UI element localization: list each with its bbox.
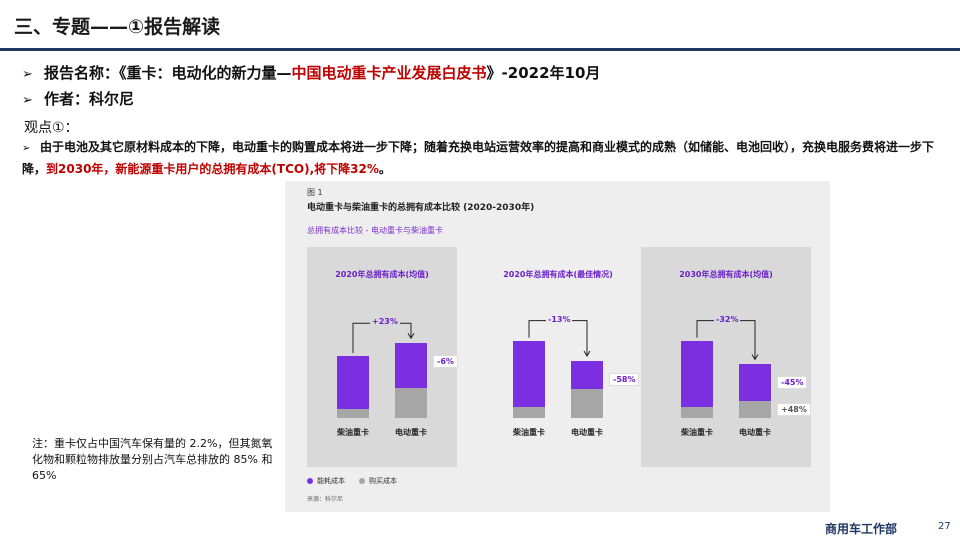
chart-panel-1: 2020年总拥有成本(均值) 柴油重卡 电动重卡 +23% -6% [307,247,458,467]
tco-figure: 图 1 电动重卡与柴油重卡的总拥有成本比较 (2020-2030年) 总拥有成本… [285,181,830,512]
side-change-badge: +48% [777,403,811,416]
bar-purchase-柴油重卡 [513,406,545,418]
slide-title: 三、专题——①报告解读 [14,16,221,38]
legend-dot-icon [307,478,313,484]
bullet-arrow-icon: ➢ [22,93,33,108]
legend-dot-icon [359,478,365,484]
x-tick-label: 柴油重卡 [337,428,369,437]
legend-label: 购买成本 [369,477,397,485]
panel-title: 2020年总拥有成本(最佳情况) [503,270,613,279]
chart-legend: 能耗成本 购买成本 [307,476,397,486]
figure-title: 电动重卡与柴油重卡的总拥有成本比较 (2020-2030年) [307,203,535,213]
bar-purchase-柴油重卡 [681,406,713,418]
author-name: 科尔尼 [89,90,135,108]
viewpoint-highlight: 到2030年，新能源重卡用户的总拥有成本(TCO),将下降32% [46,162,379,176]
bar-purchase-电动重卡 [395,388,427,418]
page-number: 27 [938,521,951,532]
legend-label: 能耗成本 [317,477,345,485]
panel-title: 2030年总拥有成本(均值) [679,270,773,279]
bar-energy-柴油重卡 [681,340,713,407]
change-arrow-line [696,320,756,359]
bar-energy-电动重卡 [739,364,771,401]
footnote: 注：重卡仅占中国汽车保有量的 2.2%，但其氮氧化物和颗粒物排放量分别占汽车总排… [32,437,273,482]
chart-panel-2: 2020年总拥有成本(最佳情况) 柴油重卡 电动重卡 -13% -58% [483,247,640,467]
footer-brand: 商用车工作部 [825,522,898,536]
panel-title: 2020年总拥有成本(均值) [335,270,429,279]
chart-panel-3: 2030年总拥有成本(均值) 柴油重卡 电动重卡 -32% -45% +48% [641,247,811,467]
x-tick-label: 电动重卡 [739,428,771,437]
change-arrow-icon [696,320,759,361]
figure-label: 图 1 [307,188,323,197]
bar-purchase-电动重卡 [571,389,603,418]
bar-energy-柴油重卡 [513,340,545,407]
side-change-badge: -45% [777,376,808,390]
author-label: 作者： [44,90,90,108]
bullet-arrow-icon: ➢ [22,67,33,82]
header-divider [0,48,960,51]
viewpoint-paragraph: ➢ 由于电池及其它原材料成本的下降，电动重卡的购置成本将进一步下降；随着充换电站运… [22,137,940,180]
side-change-badge: -6% [433,355,458,369]
figure-subtitle: 总拥有成本比较 - 电动重卡与柴油重卡 [307,226,443,235]
author-line: ➢ 作者：科尔尼 [22,88,134,109]
report-name-line: ➢ 报告名称：《重卡：电动化的新力量—中国电动重卡产业发展白皮书》-2022年10… [22,62,600,83]
bar-purchase-电动重卡 [739,401,771,418]
bar-energy-电动重卡 [395,343,427,389]
report-name-prefix: 《重卡：电动化的新力量— [119,64,292,82]
report-name-suffix: 》-2022年10月 [486,64,601,82]
legend-item-purchase: 购买成本 [359,476,397,486]
report-name-label: 报告名称： [44,64,120,82]
bullet-arrow-icon: ➢ [22,143,31,154]
change-arrow-line [352,322,412,353]
viewpoint-title: 观点①： [24,120,79,136]
bar-energy-电动重卡 [571,361,603,390]
legend-item-energy: 能耗成本 [307,476,345,486]
x-tick-label: 电动重卡 [571,428,603,437]
x-tick-label: 柴油重卡 [513,428,545,437]
slide-header: 三、专题——①报告解读 [0,0,960,52]
change-arrow-head [751,354,759,361]
figure-source: 来源：科尔尼 [307,496,344,503]
change-label: -13% [546,314,573,324]
report-name-highlight: 中国电动重卡产业发展白皮书 [291,64,487,82]
change-label: +23% [370,317,400,327]
change-arrow-head [407,332,415,340]
bar-energy-柴油重卡 [337,355,369,409]
x-tick-label: 柴油重卡 [681,428,713,437]
viewpoint-end: 。 [378,162,391,176]
change-label: -32% [714,314,741,324]
change-arrow-line [528,320,588,356]
viewpoint-text: 由于电池及其它原材料成本的下降，电动重卡的购置成本将进一步下降；随着充换电站运营… [22,140,935,176]
change-arrow-head [583,350,591,358]
bar-purchase-柴油重卡 [337,408,369,418]
x-tick-label: 电动重卡 [395,428,427,437]
side-change-badge: -58% [609,373,640,387]
change-arrow-icon [528,320,591,358]
